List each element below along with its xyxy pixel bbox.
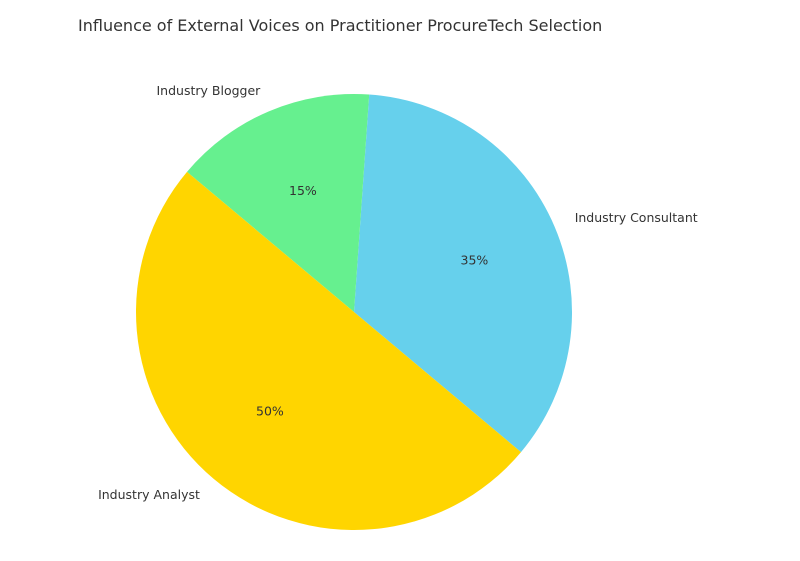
pie-slices: [135, 93, 573, 531]
slice-percent-industry-blogger: 15%: [289, 183, 317, 198]
pie-labels: Industry Consultant 35% Industry Blogger 15…: [98, 83, 698, 502]
slice-percent-industry-consultant: 35%: [461, 252, 489, 267]
slice-label-industry-blogger: Industry Blogger: [157, 83, 262, 98]
slice-label-industry-consultant: Industry Consultant: [575, 210, 698, 225]
pie-slice-industry-blogger: [187, 93, 370, 313]
slice-percent-industry-analyst: 50%: [256, 404, 284, 419]
pie-slice-industry-analyst: [135, 171, 522, 531]
slice-label-industry-analyst: Industry Analyst: [98, 487, 200, 502]
pie-slice-industry-consultant: [354, 94, 573, 453]
chart-title: Influence of External Voices on Practiti…: [78, 16, 602, 35]
